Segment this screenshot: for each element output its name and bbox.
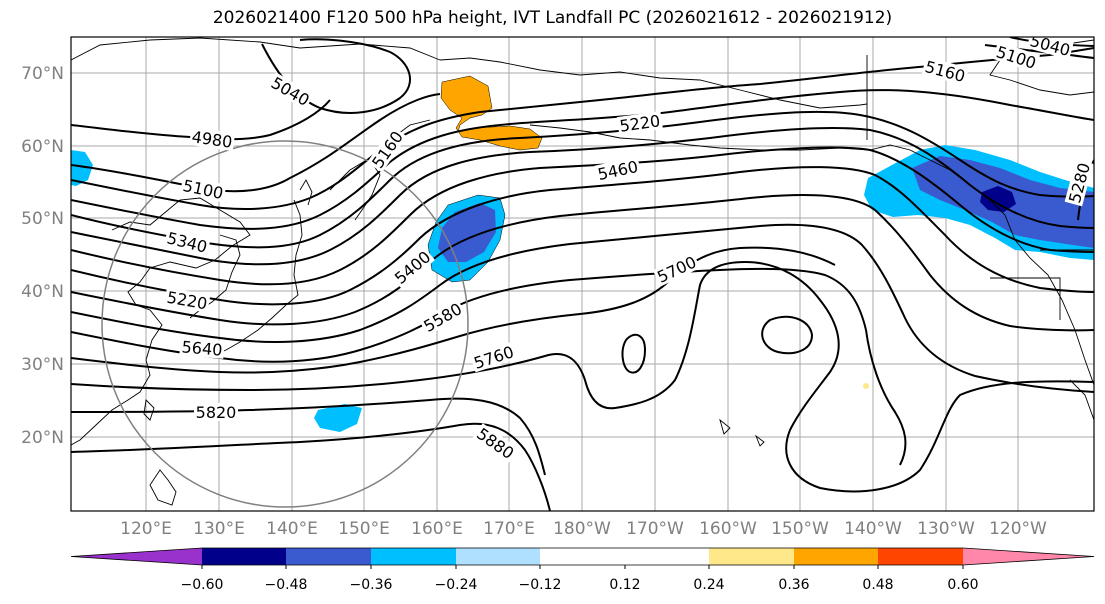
lon-label: 120°W	[989, 519, 1047, 539]
colorbar-tick-label: −0.48	[265, 577, 308, 593]
contour-5880	[71, 422, 551, 511]
contour-5160-west	[71, 47, 1094, 211]
map-border	[70, 36, 1095, 512]
contour-5700	[71, 246, 836, 374]
lon-label: 180°W	[553, 519, 611, 539]
contour-5220	[71, 89, 1094, 230]
colorbar-swatch	[625, 548, 709, 565]
colorbar: −0.60 −0.48 −0.36 −0.24 −0.12 0.12 0.24 …	[70, 547, 1095, 593]
shading-outlines	[427, 194, 506, 283]
colorbar-tick-label: 0.60	[947, 577, 978, 593]
colorbar-ticks	[201, 565, 964, 569]
lat-label: 20°N	[21, 428, 64, 448]
ivt-negative-region-west	[71, 150, 93, 186]
lon-label: 120°E	[120, 519, 172, 539]
colorbar-tick-label: 0.12	[609, 577, 640, 593]
colorbar-swatch	[963, 548, 1094, 565]
contour-label: 5820	[196, 403, 237, 422]
contour-5580	[71, 223, 1094, 393]
colorbar-tick-label: −0.60	[181, 577, 224, 593]
colorbar-swatch	[709, 548, 794, 565]
contour-5460	[71, 166, 1094, 306]
lon-label: 150°W	[771, 519, 829, 539]
map-title: 2026021400 F120 500 hPa height, IVT Land…	[212, 8, 893, 28]
contour-5520	[71, 194, 1094, 332]
contour-5400	[71, 146, 1094, 286]
colorbar-swatch	[794, 548, 878, 565]
contour-5280	[71, 110, 1094, 249]
contour-closed-center	[621, 333, 647, 374]
lon-label: 130°W	[917, 519, 975, 539]
lat-label: 60°N	[21, 137, 64, 157]
lon-label: 170°W	[626, 519, 684, 539]
lat-label: 50°N	[21, 209, 64, 229]
colorbar-tick-label: 0.24	[693, 577, 724, 593]
colorbar-swatch	[878, 548, 963, 565]
lat-label: 30°N	[21, 355, 64, 375]
ivt-negative-region-south	[314, 404, 362, 432]
lat-label: 40°N	[21, 282, 64, 302]
colorbar-tick-label: 0.48	[862, 577, 893, 593]
lon-label: 140°W	[844, 519, 902, 539]
lon-label: 160°E	[411, 519, 463, 539]
radius-circle	[101, 140, 469, 508]
lon-label: 150°E	[338, 519, 390, 539]
colorbar-tick-labels: −0.60 −0.48 −0.36 −0.24 −0.12 0.12 0.24 …	[181, 577, 979, 593]
lon-label: 170°E	[483, 519, 535, 539]
colorbar-swatch	[202, 548, 286, 565]
colorbar-swatch	[71, 548, 202, 565]
ivt-positive-region	[440, 75, 543, 151]
colorbar-tick-label: −0.36	[350, 577, 393, 593]
colorbar-swatch	[540, 548, 625, 565]
lon-label: 130°E	[193, 519, 245, 539]
colorbar-swatch	[456, 548, 540, 565]
colorbar-swatches	[70, 547, 1095, 566]
contour-5820	[71, 397, 546, 476]
ivt-negative-max-east	[980, 186, 1016, 212]
colorbar-swatch	[286, 548, 371, 565]
longitude-labels: 120°E 130°E 140°E 150°E 160°E 170°E 180°…	[120, 519, 1047, 539]
colorbar-swatch	[371, 548, 456, 565]
contour-labels: 5040 5160 4980 5100 5340 5220 5640 5820 …	[163, 37, 1094, 464]
colorbar-tick-label: −0.24	[435, 577, 478, 593]
contour-5700-cell	[865, 329, 907, 466]
colorbar-tick-label: 0.36	[778, 577, 809, 593]
lat-label: 70°N	[21, 64, 64, 84]
latitude-labels: 70°N 60°N 50°N 40°N 30°N 20°N	[21, 64, 64, 448]
lon-label: 140°E	[266, 519, 318, 539]
contour-5340	[71, 127, 1094, 266]
colorbar-tick-label: −0.12	[519, 577, 562, 593]
contour-closed-east	[761, 315, 814, 355]
contour-5760	[71, 260, 1094, 493]
lon-label: 160°W	[699, 519, 757, 539]
contour-label: 5640	[181, 337, 223, 359]
contour-5100-west	[71, 93, 441, 193]
ivt-positive-spot	[863, 383, 869, 389]
